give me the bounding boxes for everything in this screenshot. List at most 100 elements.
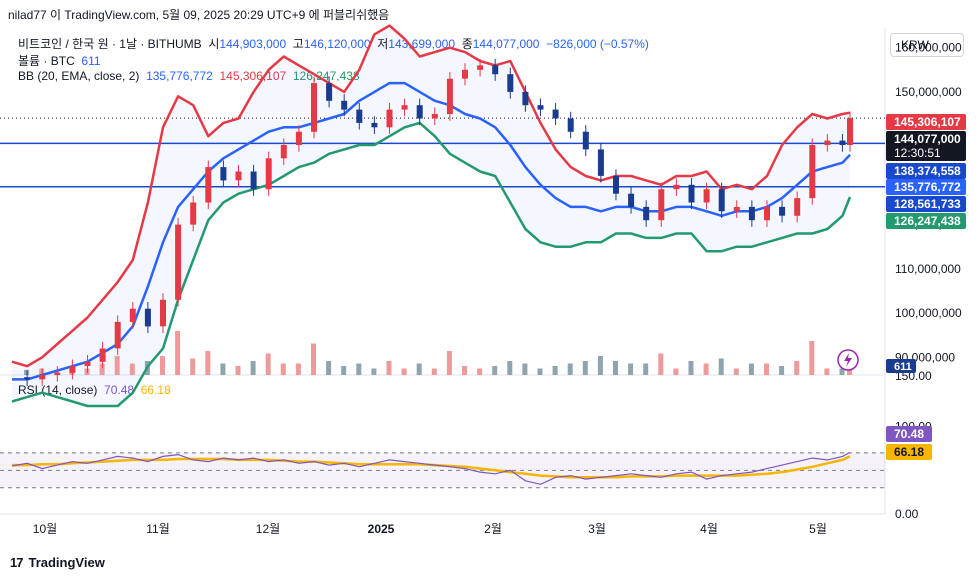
volume-bar [597, 356, 603, 375]
bb-basis-line [12, 81, 851, 381]
candle-body [673, 184, 680, 190]
candles [24, 58, 853, 387]
candle-body [401, 105, 408, 110]
time-axis-label: 11월 [146, 522, 170, 536]
rsi-tag [886, 426, 932, 442]
volume-value: 611 [81, 54, 101, 68]
volume-bar [356, 363, 362, 375]
candle-body [643, 206, 650, 221]
candle-body [175, 224, 182, 300]
volume-bar [99, 363, 105, 375]
bb-upper-line [11, 24, 851, 368]
volume-bar [613, 361, 618, 375]
volume-tag-label: 611 [894, 361, 912, 373]
candle-body [295, 131, 302, 145]
price-axis-label: 160,000,000 [895, 41, 962, 55]
volume-bar [688, 361, 694, 375]
rsi-line [11, 451, 851, 485]
volume-bar [386, 361, 392, 375]
volume-bar [129, 363, 135, 375]
volume-bar [779, 366, 785, 375]
candle-body [356, 109, 363, 123]
rsi-tag [886, 444, 932, 460]
rsi-tag-label: 70.48 [894, 427, 924, 441]
candle-body [280, 145, 287, 159]
volume-bar [643, 363, 649, 375]
volume-bar [265, 353, 271, 375]
volume-bar [235, 366, 241, 375]
volume-bar [175, 331, 181, 375]
volume-bar [401, 368, 407, 375]
price-tag-label: 145,306,107 [894, 115, 961, 129]
bb-label[interactable]: BB (20, EMA, close, 2) [18, 69, 140, 83]
candle-body [477, 65, 484, 70]
candle-body [416, 105, 423, 119]
volume-bar [280, 363, 286, 375]
time-axis-label: 5월 [809, 522, 827, 536]
candle-body [144, 308, 151, 327]
candle-body [537, 105, 544, 110]
price-axis-label: 100,000,000 [895, 306, 962, 320]
candle-body [24, 377, 31, 380]
rsi-axis-label: 0.00 [895, 507, 919, 521]
volume-bar [718, 358, 724, 375]
bollinger-bands [11, 24, 852, 408]
volume-bar [839, 368, 845, 375]
candle-body [703, 189, 710, 203]
candle-body [658, 189, 665, 221]
candle-body [54, 372, 61, 375]
symbol-name[interactable]: 비트코인 / 한국 원 · 1날 · BITHUMB [18, 37, 202, 51]
time-axis-label: 3월 [588, 522, 606, 536]
volume-bar [205, 351, 211, 375]
price-axis-label: 110,000,000 [895, 262, 961, 276]
tradingview-logo-icon: 17 [10, 555, 24, 570]
close-value: 144,077,000 [472, 37, 540, 51]
candle-body [764, 206, 770, 221]
candle-body [748, 206, 755, 221]
candle-body [69, 366, 76, 373]
change-value: −826,000 (−0.57%) [546, 37, 649, 51]
candle-body [311, 83, 317, 132]
price-tag-label: 126,247,438 [894, 214, 961, 228]
candle-body [462, 69, 468, 79]
candle-body [265, 158, 272, 190]
time-axis-label: 10월 [33, 522, 57, 536]
candle-body [160, 299, 166, 327]
price-tag [886, 114, 966, 130]
candle-body [386, 109, 393, 128]
currency-button[interactable]: KRW [890, 33, 964, 57]
high-label: 고 [292, 37, 304, 51]
volume-bar [492, 366, 498, 375]
low-label: 저 [377, 37, 389, 51]
price-tag [886, 163, 966, 179]
volume-bar [537, 368, 543, 375]
candle-body [326, 83, 333, 101]
rsi-tag-label: 66.18 [894, 445, 924, 459]
volume-bar [462, 366, 467, 375]
tradingview-brand[interactable]: 17 TradingView [10, 555, 105, 570]
price-tag-label: 135,776,772 [894, 180, 961, 194]
candle-body [220, 167, 227, 181]
candle-body [824, 140, 831, 145]
candle-body [371, 122, 378, 128]
volume-bar [824, 368, 830, 375]
volume-tag [886, 359, 916, 373]
volume-bar [658, 353, 664, 375]
volume-bar [582, 361, 588, 375]
volume-bar [190, 358, 196, 375]
candle-body [628, 193, 635, 207]
volume-bar [220, 363, 226, 375]
volume-label[interactable]: 볼륨 · BTC [18, 54, 75, 68]
volume-bar [431, 368, 437, 375]
price-tag-label: 128,561,733 [894, 197, 961, 211]
price-tag [886, 213, 966, 229]
lightning-icon[interactable] [837, 349, 859, 371]
volume-bar [507, 361, 513, 375]
volume-bar [250, 361, 256, 375]
volume-bar [477, 368, 483, 375]
volume-bar [748, 363, 754, 375]
time-axis-label: 2025 [368, 522, 395, 536]
volume-bar [794, 361, 800, 375]
